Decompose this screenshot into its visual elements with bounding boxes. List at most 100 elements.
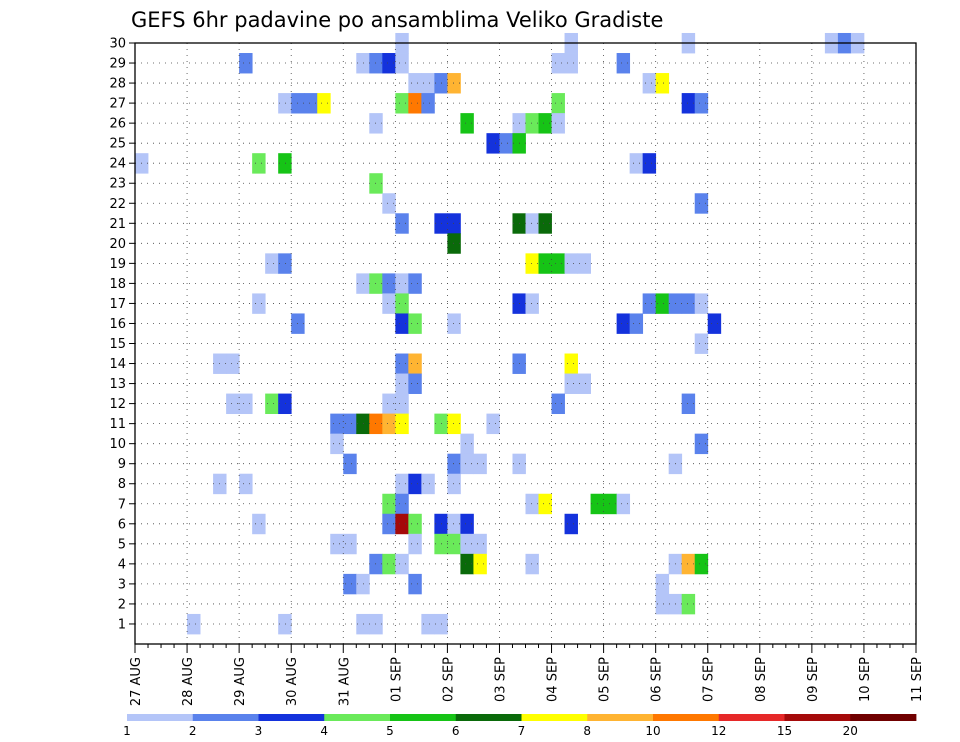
heatmap-cell — [460, 453, 474, 475]
y-tick-label: 20 — [109, 237, 126, 252]
heatmap-cell — [655, 593, 670, 615]
heatmap-cell — [447, 413, 461, 435]
heatmap-cell — [447, 513, 461, 535]
legend-swatch — [784, 714, 851, 721]
legend-label: 1 — [123, 724, 131, 738]
heatmap-cell — [473, 553, 487, 575]
heatmap-cell — [343, 413, 357, 435]
y-tick-label: 23 — [109, 177, 126, 192]
heatmap-cell — [551, 93, 565, 114]
y-tick-label: 15 — [109, 337, 126, 352]
heatmap-cell — [538, 213, 552, 234]
heatmap-cell — [369, 553, 383, 575]
heatmap-cell — [460, 513, 474, 535]
color-legend: 1 2 3 4 5 6 7 8 10 12 15 20 — [123, 714, 917, 738]
heatmap-cell — [382, 193, 396, 214]
heatmap-cell — [395, 353, 409, 374]
heatmap-cell — [447, 473, 461, 495]
heatmap-cell — [343, 533, 357, 555]
heatmap-cell — [395, 393, 409, 415]
y-tick-label: 16 — [109, 317, 126, 332]
legend-label: 20 — [843, 724, 858, 738]
y-tick-label: 3 — [118, 577, 126, 592]
heatmap-cell — [655, 573, 670, 595]
heatmap-cell — [343, 453, 357, 475]
heatmap-cell — [499, 133, 513, 154]
y-tick-label: 2 — [118, 597, 126, 612]
heatmap-cells — [135, 32, 865, 635]
x-tick-label: 04 SEP — [546, 657, 561, 702]
heatmap-cell — [681, 593, 696, 615]
heatmap-cell — [525, 553, 539, 575]
heatmap-cell — [265, 253, 279, 274]
heatmap-cell — [252, 153, 266, 174]
heatmap-cell — [343, 573, 357, 595]
heatmap-cell — [408, 273, 422, 294]
heatmap-cell — [408, 513, 422, 535]
heatmap-cell — [382, 393, 396, 415]
x-tick-label: 28 AUG — [181, 657, 196, 706]
legend-swatch — [192, 714, 259, 721]
x-tick-label: 27 AUG — [129, 657, 144, 706]
heatmap-cell — [239, 393, 253, 415]
heatmap-cell — [382, 493, 396, 515]
heatmap-cell — [395, 313, 409, 334]
heatmap-cell — [681, 393, 696, 415]
y-tick-label: 14 — [109, 357, 126, 372]
y-tick-label: 19 — [109, 257, 126, 272]
heatmap-cell — [369, 173, 383, 194]
y-tick-label: 4 — [118, 557, 126, 572]
y-tick-label: 12 — [109, 397, 126, 412]
y-tick-label: 5 — [118, 537, 126, 552]
heatmap-cell — [395, 53, 409, 74]
x-tick-label: 30 AUG — [285, 657, 300, 706]
heatmap-cell — [447, 213, 461, 234]
heatmap-cell — [551, 113, 565, 134]
heatmap-cell — [395, 493, 409, 515]
heatmap-cell — [564, 253, 578, 274]
heatmap-cell — [681, 293, 696, 314]
heatmap-cell — [395, 373, 409, 394]
heatmap-cell — [226, 393, 240, 415]
x-tick-label: 03 SEP — [493, 657, 508, 702]
heatmap-cell — [486, 413, 500, 435]
heatmap-cell — [655, 73, 670, 94]
legend-label: 6 — [452, 724, 460, 738]
y-tick-label: 25 — [109, 137, 126, 152]
heatmap-cell — [551, 53, 565, 74]
heatmap-cell — [473, 453, 487, 475]
heatmap-cell — [382, 273, 396, 294]
heatmap-cell — [577, 373, 591, 394]
heatmap-cell — [655, 293, 670, 314]
y-tick-label: 1 — [118, 617, 126, 632]
legend-swatch — [718, 714, 785, 721]
legend-swatch — [324, 714, 391, 721]
heatmap-cell — [408, 373, 422, 394]
heatmap-cell — [681, 553, 696, 575]
heatmap-cell — [460, 533, 474, 555]
heatmap-cell — [694, 193, 709, 214]
heatmap-cell — [538, 113, 552, 134]
legend-label: 10 — [645, 724, 660, 738]
x-axis: 27 AUG 28 AUG 29 AUG 30 AUG 31 AUG 01 SEP 02 S… — [129, 644, 925, 706]
heatmap-cell — [460, 433, 474, 455]
legend-swatch — [850, 714, 917, 721]
heatmap-cell — [694, 553, 709, 575]
heatmap-cell — [564, 513, 578, 535]
heatmap-cell — [382, 53, 396, 74]
heatmap-cell — [421, 613, 435, 635]
heatmap-cell — [694, 333, 709, 354]
heatmap-cell — [616, 53, 631, 74]
heatmap-cell — [642, 293, 657, 314]
heatmap-cell — [369, 613, 383, 635]
heatmap-cell — [369, 53, 383, 74]
heatmap-cell — [356, 273, 370, 294]
heatmap-cell — [356, 53, 370, 74]
x-tick-label: 10 SEP — [858, 657, 873, 702]
heatmap-cell — [369, 113, 383, 134]
x-tick-label: 06 SEP — [650, 657, 665, 702]
heatmap-cell — [447, 313, 461, 334]
heatmap-cell — [226, 353, 240, 374]
heatmap-cell — [278, 93, 292, 114]
x-tick-label: 31 AUG — [337, 657, 352, 706]
